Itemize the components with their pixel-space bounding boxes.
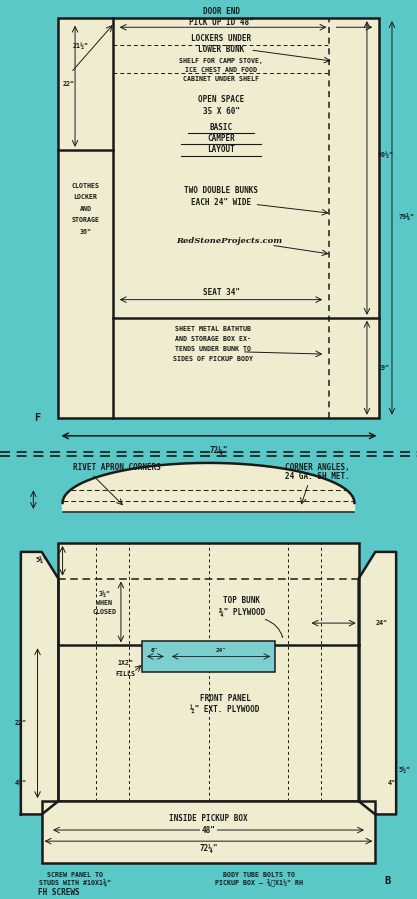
Text: EACH 24" WIDE: EACH 24" WIDE xyxy=(191,198,251,207)
Bar xyxy=(58,18,379,418)
Bar xyxy=(42,801,375,863)
Text: SHELF FOR CAMP STOVE,: SHELF FOR CAMP STOVE, xyxy=(179,58,263,65)
Text: 4": 4" xyxy=(388,780,396,787)
Text: 22": 22" xyxy=(63,81,75,87)
Text: 79¾": 79¾" xyxy=(398,214,414,221)
Text: 4½": 4½" xyxy=(15,780,27,787)
Text: 3½": 3½" xyxy=(98,591,110,598)
Text: WHEN: WHEN xyxy=(96,600,112,606)
Text: SHEET METAL BATHTUB: SHEET METAL BATHTUB xyxy=(175,326,251,332)
Text: OPEN SPACE: OPEN SPACE xyxy=(198,95,244,104)
Text: CAMPER: CAMPER xyxy=(207,134,235,143)
Text: 5¾": 5¾" xyxy=(36,557,48,565)
Text: PICKUP BOX – ¾ⅡX1½" RH: PICKUP BOX – ¾ⅡX1½" RH xyxy=(214,879,303,887)
Text: 36": 36" xyxy=(80,228,91,235)
Text: CLOTHES: CLOTHES xyxy=(71,183,100,189)
Text: FILLS: FILLS xyxy=(115,672,135,677)
Text: AND STORAGE BOX EX-: AND STORAGE BOX EX- xyxy=(175,336,251,343)
Text: 72¼": 72¼" xyxy=(199,843,218,852)
Text: 5½": 5½" xyxy=(399,767,410,773)
Text: TWO DOUBLE BUNKS: TWO DOUBLE BUNKS xyxy=(184,186,258,195)
Text: RedStoneProjects.com: RedStoneProjects.com xyxy=(176,236,282,245)
Text: SIDES OF PICKUP BODY: SIDES OF PICKUP BODY xyxy=(173,356,253,362)
Text: LOCKER: LOCKER xyxy=(73,194,98,200)
Text: LAYOUT: LAYOUT xyxy=(207,146,235,155)
Text: STUDS WITH #10X1¾": STUDS WITH #10X1¾" xyxy=(39,880,111,887)
Text: TENDS UNDER BUNK TO: TENDS UNDER BUNK TO xyxy=(175,346,251,352)
Text: CABINET UNDER SHELF: CABINET UNDER SHELF xyxy=(183,76,259,83)
Text: SEAT 34": SEAT 34" xyxy=(203,289,239,298)
Bar xyxy=(142,641,275,672)
Text: 1X2": 1X2" xyxy=(117,660,133,666)
Text: 21½": 21½" xyxy=(73,42,89,49)
Text: INSIDE PICKUP BOX: INSIDE PICKUP BOX xyxy=(169,814,248,823)
Polygon shape xyxy=(21,552,58,814)
Text: LOWER BUNK: LOWER BUNK xyxy=(198,45,244,54)
FancyArrowPatch shape xyxy=(265,619,283,637)
Text: 24": 24" xyxy=(375,620,387,626)
Text: FH SCREWS: FH SCREWS xyxy=(38,888,79,897)
Bar xyxy=(58,543,359,801)
Text: ½" EXT. PLYWOOD: ½" EXT. PLYWOOD xyxy=(191,706,260,715)
Text: DOOR END: DOOR END xyxy=(203,7,239,16)
Polygon shape xyxy=(359,552,396,814)
Text: 19": 19" xyxy=(377,365,389,370)
Text: SCREW PANEL TO: SCREW PANEL TO xyxy=(47,871,103,877)
Text: LOCKERS UNDER: LOCKERS UNDER xyxy=(191,34,251,43)
Text: 22": 22" xyxy=(15,720,27,726)
Text: ¾" PLYWOOD: ¾" PLYWOOD xyxy=(219,608,265,617)
Text: 48": 48" xyxy=(201,825,216,834)
Text: FRONT PANEL: FRONT PANEL xyxy=(200,694,251,703)
Text: CLOSED: CLOSED xyxy=(92,609,116,615)
Text: PICK UP ID 48": PICK UP ID 48" xyxy=(188,18,254,27)
Text: RIVET APRON CORNERS: RIVET APRON CORNERS xyxy=(73,463,161,472)
Text: CORNER ANGLES,: CORNER ANGLES, xyxy=(284,463,349,472)
Text: TOP BUNK: TOP BUNK xyxy=(224,596,260,605)
Text: AND: AND xyxy=(80,206,91,212)
Text: 35 X 60": 35 X 60" xyxy=(203,107,239,116)
Text: 24 GA. SH MET.: 24 GA. SH MET. xyxy=(284,472,349,481)
Text: STORAGE: STORAGE xyxy=(71,218,100,223)
Text: 24": 24" xyxy=(216,648,226,654)
Text: 6": 6" xyxy=(151,648,158,654)
Polygon shape xyxy=(63,463,354,512)
Text: F: F xyxy=(35,413,40,423)
Text: ICE CHEST AND FOOD: ICE CHEST AND FOOD xyxy=(185,67,257,74)
Text: 72¼": 72¼" xyxy=(210,445,228,454)
Text: BODY TUBE BOLTS TO: BODY TUBE BOLTS TO xyxy=(223,871,294,877)
Text: B: B xyxy=(385,877,391,886)
Text: 60½": 60½" xyxy=(377,151,393,157)
Text: WINDOW END: WINDOW END xyxy=(194,463,244,472)
Text: BASIC: BASIC xyxy=(209,122,233,131)
